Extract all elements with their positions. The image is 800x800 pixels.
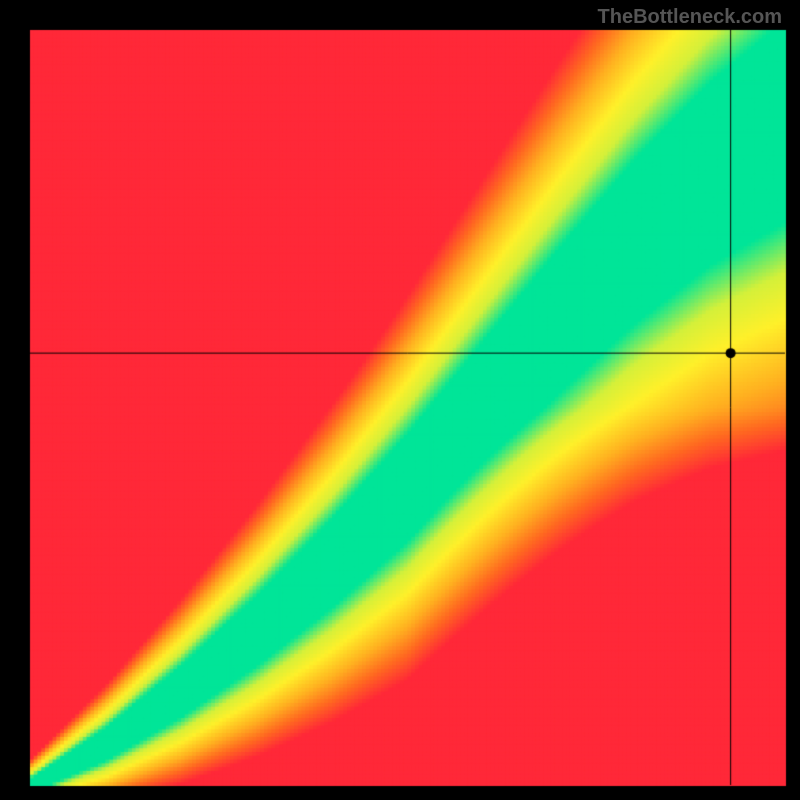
bottleneck-heatmap xyxy=(0,0,800,800)
watermark-text: TheBottleneck.com xyxy=(598,6,782,29)
chart-container: TheBottleneck.com xyxy=(0,0,800,800)
